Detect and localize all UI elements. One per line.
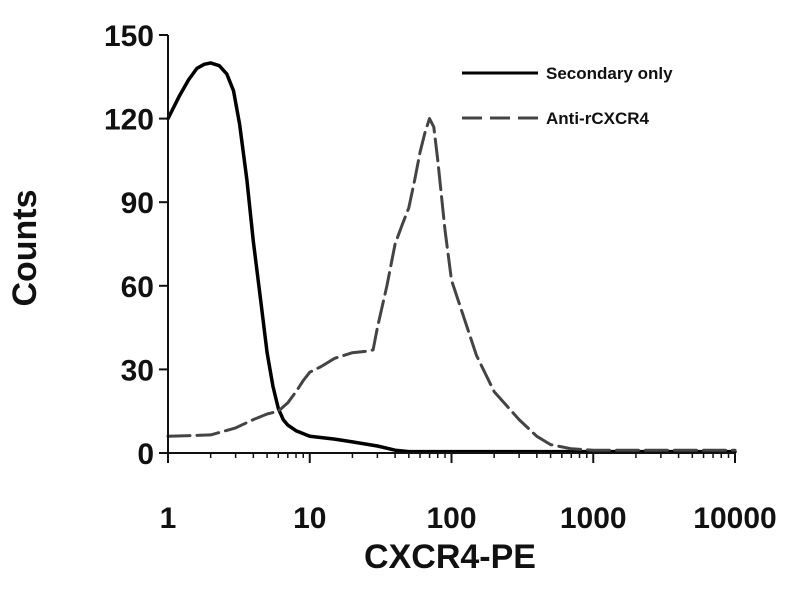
legend: Secondary only Anti-rCXCR4 — [462, 64, 673, 128]
y-tick-label: 30 — [121, 354, 154, 387]
legend-label-anti-rcxcr4: Anti-rCXCR4 — [546, 109, 649, 128]
y-tick-label: 150 — [104, 20, 154, 53]
legend-label-secondary-only: Secondary only — [546, 64, 673, 83]
y-axis-title: Counts — [6, 189, 44, 306]
x-tick-label: 10000 — [693, 502, 776, 535]
x-tick-label: 10 — [293, 502, 326, 535]
series-line-secondary-only — [166, 61, 737, 454]
y-tick-label: 90 — [121, 187, 154, 220]
series-layer — [166, 61, 737, 454]
y-tick-label: 0 — [137, 438, 154, 471]
x-axis-title: CXCR4-PE — [364, 538, 536, 576]
x-tick-label: 1 — [160, 502, 177, 535]
y-tick-label: 60 — [121, 271, 154, 304]
y-tick-label: 120 — [104, 104, 154, 137]
series-line-anti-rcxcr4 — [166, 117, 737, 452]
ticks-layer: 0 30 60 90 120 150 1 10 100 1000 10000 — [104, 20, 777, 535]
x-tick-label: 100 — [426, 502, 476, 535]
x-tick-label: 1000 — [560, 502, 627, 535]
